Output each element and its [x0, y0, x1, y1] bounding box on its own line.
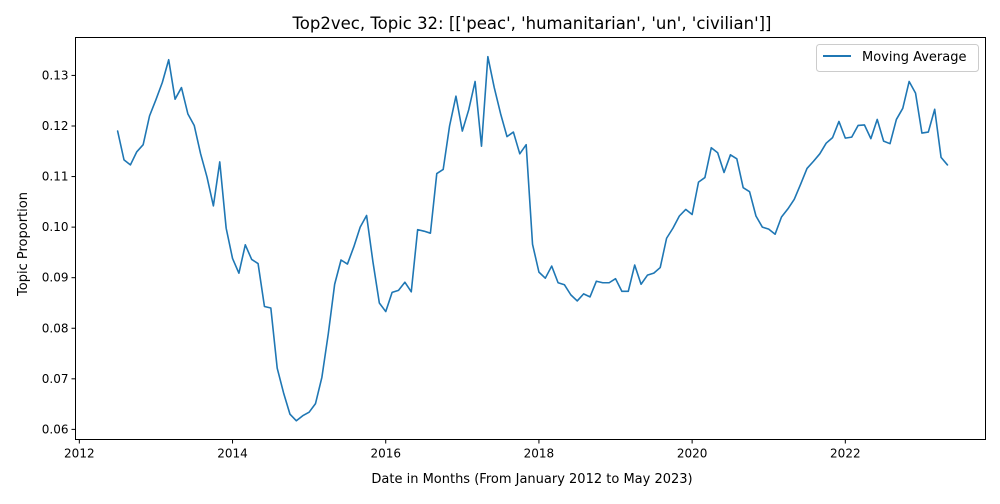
- x-tick-label: 2016: [370, 447, 401, 461]
- y-tick-label: 0.07: [42, 372, 69, 386]
- y-axis-label: Topic Proportion: [16, 192, 31, 297]
- y-tick-label: 0.06: [42, 422, 69, 436]
- plot-area-frame: [75, 37, 986, 440]
- x-tick-label: 2022: [830, 447, 861, 461]
- y-tick-label: 0.10: [42, 220, 69, 234]
- x-tick-label: 2020: [677, 447, 708, 461]
- x-tick-label: 2018: [524, 447, 555, 461]
- chart-title: Top2vec, Topic 32: [['peac', 'humanitari…: [292, 14, 772, 33]
- y-tick-label: 0.13: [42, 68, 69, 82]
- y-tick-label: 0.11: [42, 170, 69, 184]
- series-line-moving-average: [116, 55, 949, 422]
- x-tick-label: 2012: [64, 447, 95, 461]
- legend: Moving Average: [816, 44, 979, 72]
- y-axis-ticks: 0.06 0.07 0.08 0.09 0.10 0.11 0.12 0.13: [42, 68, 76, 436]
- legend-box: [816, 44, 979, 72]
- series-layer: [116, 55, 949, 422]
- x-axis-label: Date in Months (From January 2012 to May…: [371, 472, 692, 487]
- y-tick-label: 0.12: [42, 119, 69, 133]
- y-tick-label: 0.08: [42, 321, 69, 335]
- y-tick-label: 0.09: [42, 271, 69, 285]
- legend-label: Moving Average: [862, 50, 966, 65]
- x-axis-ticks: 2012 2014 2016 2018 2020 2022: [64, 439, 861, 461]
- x-tick-label: 2014: [217, 447, 248, 461]
